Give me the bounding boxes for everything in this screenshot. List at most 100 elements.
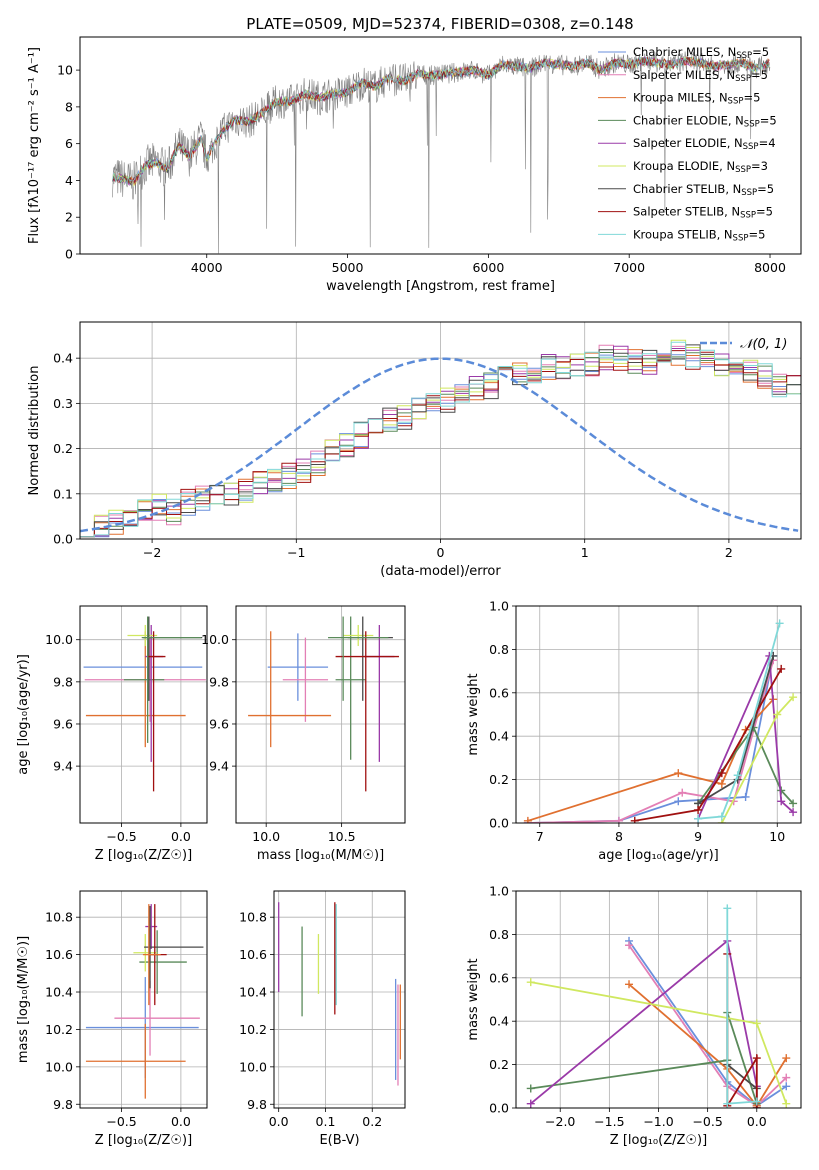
- weight-line: [698, 623, 781, 820]
- plot-area: [248, 616, 399, 792]
- weight-line: [530, 1012, 758, 1104]
- x-tick-label: 7: [536, 829, 544, 844]
- y-tick-label: 10.4: [239, 985, 267, 1000]
- y-tick-label: 0.2: [489, 1057, 509, 1072]
- y-tick-label: 10.0: [45, 632, 73, 647]
- errorbar-point-7: [147, 631, 166, 792]
- plot-area: [80, 339, 801, 538]
- x-tick-label: 0.1: [316, 1114, 336, 1129]
- legend-label: Chabrier ELODIE, NSSP=5: [633, 113, 777, 129]
- weight-series-3: [526, 1008, 761, 1108]
- axes-frame: [79, 890, 208, 1109]
- y-tick-label: 0.1: [53, 486, 73, 501]
- weight-marker: [694, 814, 703, 823]
- y-tick-label: 10.0: [45, 1059, 73, 1074]
- x-tick-label: −1.0: [643, 1114, 673, 1129]
- weight-marker: [614, 816, 623, 823]
- y-tick-label: 0.4: [489, 1014, 509, 1029]
- weight-marker: [775, 619, 784, 628]
- x-tick-label: 0.0: [171, 1114, 191, 1129]
- y-tick-label: 8: [65, 99, 73, 114]
- errorbar-point-5: [133, 934, 158, 972]
- x-tick-label: 0.0: [171, 829, 191, 844]
- x-tick-label: 9: [694, 829, 702, 844]
- weight-marker: [674, 769, 683, 778]
- errorbar-point-1: [282, 637, 329, 722]
- age-vs-Z-axes: −0.5 0.0 9.4 9.6 9.8 10.0 Z [log₁₀(Z/Z☉)] age […: [16, 605, 208, 863]
- legend-label: Kroupa MILES, NSSP=5: [633, 91, 760, 107]
- weight-marker: [782, 1082, 791, 1091]
- legend-label: Salpeter STELIB, NSSP=5: [633, 205, 773, 221]
- y-tick-label: 0.6: [489, 970, 509, 985]
- y-tick-label: 9.4: [53, 759, 73, 774]
- y-tick-label: 9.8: [53, 1097, 73, 1112]
- y-tick-label: 0.0: [53, 532, 73, 547]
- weight-marker: [777, 797, 786, 806]
- errorbar-point-0: [83, 633, 203, 701]
- y-tick-label: 10.2: [45, 1022, 73, 1037]
- y-axis-label: mass weight: [466, 958, 481, 1040]
- legend-label: Kroupa ELODIE, NSSP=3: [633, 159, 768, 175]
- x-axis-label: E(B-V): [319, 1133, 359, 1148]
- weight-marker: [717, 769, 726, 778]
- weight-marker: [523, 816, 532, 823]
- y-tick-label: 9.4: [209, 759, 229, 774]
- weight-marker: [723, 904, 732, 913]
- errorbar-point-8: [142, 904, 161, 1006]
- y-tick-label: 0.8: [489, 642, 509, 657]
- histogram-step-8: [80, 341, 801, 538]
- legend-label: Chabrier MILES, NSSP=5: [633, 45, 769, 61]
- x-tick-label: −0.5: [106, 1114, 136, 1129]
- weight-marker: [625, 941, 634, 950]
- y-tick-label: 4: [65, 173, 73, 188]
- weight-line: [628, 940, 787, 1107]
- y-axis-label: mass weight: [466, 673, 481, 755]
- x-tick-label: 10.5: [328, 829, 356, 844]
- x-tick-label: 5000: [332, 260, 364, 275]
- y-tick-label: 2: [65, 210, 73, 225]
- y-tick-label: 0.2: [53, 441, 73, 456]
- weight-marker: [723, 1099, 732, 1108]
- weight-marker: [752, 1054, 761, 1063]
- model-line-3: [112, 56, 770, 186]
- y-tick-label: 10.6: [45, 947, 73, 962]
- plot-area: [85, 904, 204, 1099]
- weight-marker: [782, 1054, 791, 1063]
- weight-series-8: [723, 904, 761, 1108]
- x-axis-label: Z [log₁₀(Z/Z☉)]: [610, 1133, 707, 1148]
- weight-series-5: [526, 978, 791, 1108]
- weight-marker: [526, 978, 535, 987]
- weight-marker: [630, 816, 639, 823]
- errorbar-point-3: [335, 616, 366, 760]
- spectrum-axes: 4000 5000 6000 7000 8000 0 2 4 6 8 10 wavelength [A…: [27, 15, 802, 294]
- errorbar-point-8: [141, 616, 202, 701]
- axes-frame: [235, 605, 406, 824]
- weight-line: [697, 655, 794, 820]
- weight-marker: [752, 1097, 761, 1106]
- y-tick-label: 9.8: [53, 674, 73, 689]
- y-tick-label: 0.4: [489, 729, 509, 744]
- x-tick-label: −2.0: [545, 1114, 575, 1129]
- errorbar-point-5: [343, 624, 374, 647]
- x-tick-label: 2: [725, 545, 733, 560]
- weight-line: [634, 668, 782, 822]
- weight-series-2: [523, 695, 778, 823]
- errorbar-point-2: [85, 1023, 186, 1099]
- y-tick-label: 9.8: [247, 1097, 267, 1112]
- y-tick-label: 10.8: [239, 910, 267, 925]
- x-tick-label: −2: [143, 545, 161, 560]
- weight-marker: [733, 771, 742, 780]
- errorbar-point-3: [139, 930, 187, 994]
- y-tick-label: 1.0: [489, 884, 509, 899]
- y-tick-label: 9.6: [209, 716, 229, 731]
- legend-label: Chabrier STELIB, NSSP=5: [633, 182, 774, 198]
- weight-marker: [526, 1084, 535, 1093]
- weight-line: [628, 983, 788, 1108]
- weight-marker: [789, 693, 798, 702]
- weight-marker: [741, 792, 750, 801]
- errorbar-point-0: [267, 633, 329, 701]
- spectrum-legend: Chabrier MILES, NSSP=5 Salpeter MILES, NS…: [598, 45, 777, 243]
- weight-marker: [782, 1099, 791, 1108]
- x-axis-label: wavelength [Angstrom, rest frame]: [326, 279, 555, 294]
- weight-line: [527, 698, 774, 822]
